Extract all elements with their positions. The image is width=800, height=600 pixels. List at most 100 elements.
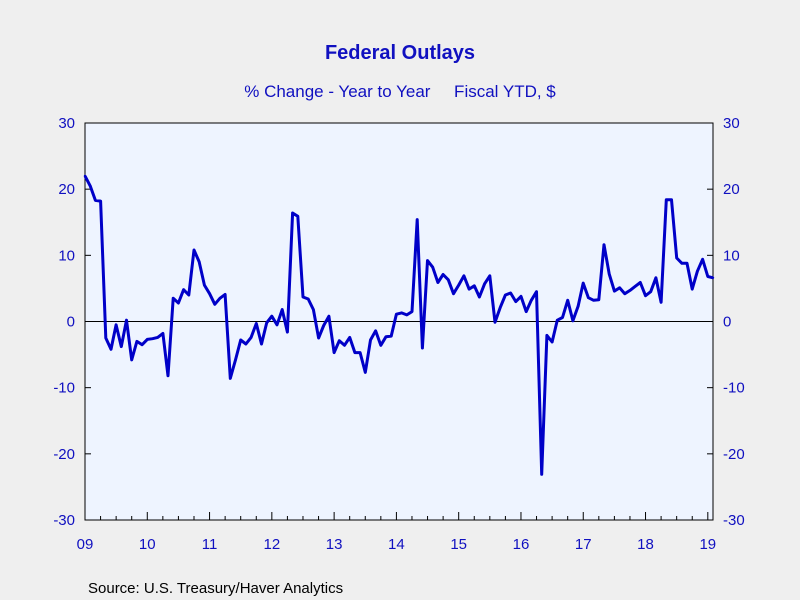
- data-point: [436, 281, 440, 284]
- data-point: [566, 299, 569, 302]
- data-point: [374, 329, 377, 332]
- x-tick-label: 15: [450, 536, 467, 553]
- data-point: [260, 342, 263, 346]
- data-point: [613, 289, 616, 293]
- data-point: [410, 310, 414, 313]
- data-point: [338, 339, 341, 342]
- data-point: [395, 313, 398, 316]
- y-tick-label-left: -10: [53, 380, 75, 397]
- data-point: [327, 315, 331, 318]
- data-point: [530, 299, 533, 302]
- data-point: [649, 290, 652, 293]
- data-point: [229, 377, 232, 380]
- data-point: [545, 334, 549, 337]
- x-tick-label: 10: [139, 536, 156, 553]
- data-point: [540, 473, 543, 476]
- data-point: [172, 297, 175, 300]
- data-point: [675, 256, 678, 260]
- data-point: [146, 338, 149, 341]
- data-point: [99, 199, 102, 203]
- y-tick-label-left: 30: [58, 115, 75, 132]
- data-point: [499, 306, 502, 309]
- data-point: [701, 258, 704, 261]
- data-point: [514, 300, 517, 303]
- data-point: [322, 324, 325, 327]
- data-point: [390, 334, 393, 338]
- data-point: [198, 260, 201, 264]
- data-point: [89, 184, 92, 188]
- data-point: [94, 199, 97, 202]
- data-point: [364, 371, 367, 374]
- y-tick-label-right: 30: [723, 115, 740, 132]
- data-point: [488, 274, 491, 277]
- data-point: [691, 287, 694, 291]
- data-point: [405, 313, 408, 317]
- data-point: [239, 338, 242, 342]
- data-point: [343, 344, 346, 347]
- data-point: [416, 218, 419, 221]
- y-tick-label-right: -20: [723, 446, 745, 463]
- x-tick-label: 18: [637, 536, 654, 553]
- data-point: [234, 358, 237, 362]
- data-point: [369, 338, 372, 342]
- data-point: [244, 342, 248, 346]
- series-line-federal-outlays: [83, 175, 714, 476]
- y-axis-right: 30 20 10 0 -10 -20 -30: [707, 115, 745, 529]
- chart-subtitle: % Change - Year to Year Fiscal YTD, $: [244, 82, 556, 101]
- data-point: [270, 315, 273, 318]
- data-point: [582, 281, 585, 285]
- data-point: [685, 262, 689, 265]
- series-points: [83, 174, 715, 476]
- data-point: [441, 273, 445, 276]
- data-point: [187, 293, 190, 297]
- y-tick-label-left: 10: [58, 247, 75, 264]
- data-point: [550, 340, 554, 344]
- data-point: [182, 288, 185, 291]
- data-point: [291, 211, 294, 215]
- data-point: [208, 292, 211, 295]
- chart-source: Source: U.S. Treasury/Haver Analytics: [88, 580, 343, 597]
- data-point: [654, 276, 658, 279]
- data-point: [140, 343, 144, 346]
- data-point: [223, 293, 227, 296]
- data-point: [161, 332, 165, 335]
- data-point: [467, 287, 471, 291]
- data-point: [312, 308, 315, 311]
- data-point: [301, 295, 305, 299]
- y-tick-label-left: 20: [58, 181, 75, 198]
- data-point: [421, 346, 424, 350]
- data-point: [286, 330, 289, 334]
- data-point: [255, 322, 258, 325]
- x-tick-label: 13: [326, 536, 343, 553]
- data-point: [561, 316, 564, 319]
- y-tick-label-left: 0: [67, 314, 75, 331]
- data-point: [633, 285, 637, 288]
- y-tick-label-right: -10: [723, 380, 745, 397]
- data-point: [618, 286, 621, 289]
- data-point: [696, 270, 699, 273]
- data-point: [332, 351, 336, 354]
- data-point: [525, 310, 528, 313]
- data-point: [602, 243, 606, 246]
- data-point: [135, 340, 139, 343]
- data-point: [114, 323, 118, 326]
- data-point: [125, 319, 128, 322]
- data-point: [452, 292, 455, 295]
- data-point: [358, 351, 362, 354]
- data-point: [384, 335, 388, 338]
- data-point: [639, 281, 642, 284]
- data-point: [628, 289, 632, 292]
- data-point: [177, 301, 180, 305]
- data-point: [296, 215, 299, 218]
- data-point: [307, 297, 310, 301]
- data-point: [203, 283, 206, 287]
- y-tick-label-left: -20: [53, 446, 75, 463]
- data-point: [275, 323, 279, 326]
- data-point: [166, 374, 170, 377]
- data-point: [680, 262, 684, 265]
- data-point: [587, 296, 590, 299]
- data-point: [130, 358, 133, 362]
- y-tick-label-right: 20: [723, 181, 740, 198]
- data-point: [493, 321, 497, 324]
